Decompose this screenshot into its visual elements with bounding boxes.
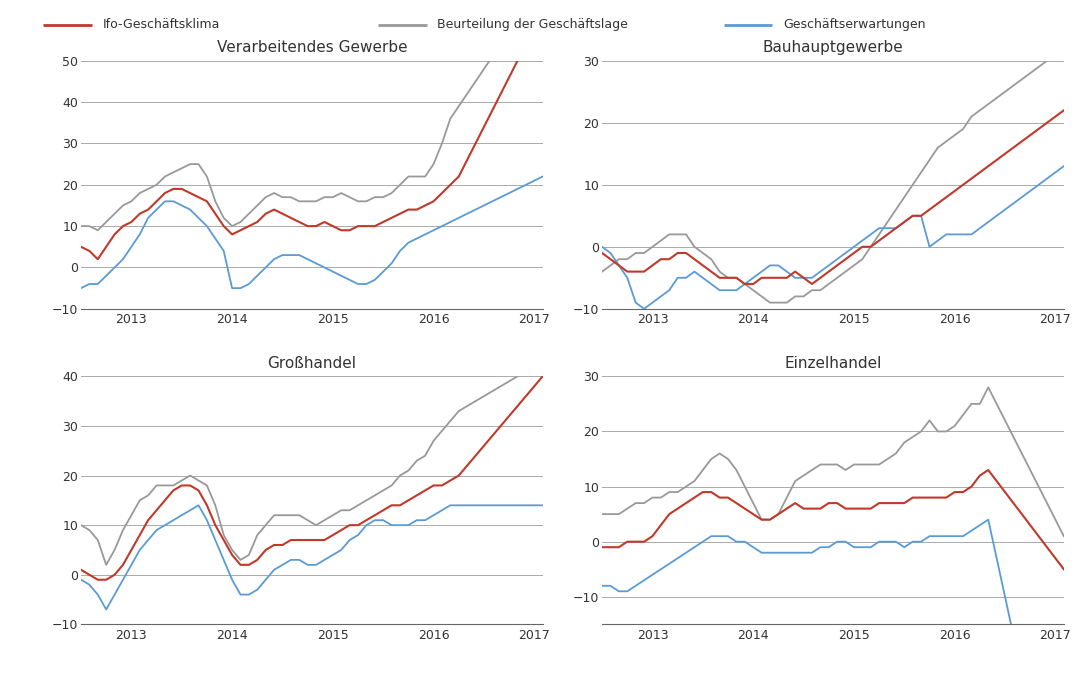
Text: Ifo-Geschäftsklima: Ifo-Geschäftsklima (103, 18, 220, 32)
Text: Geschäftserwartungen: Geschäftserwartungen (783, 18, 926, 32)
Text: Beurteilung der Geschäftslage: Beurteilung der Geschäftslage (437, 18, 629, 32)
Title: Großhandel: Großhandel (268, 356, 356, 371)
Title: Einzelhandel: Einzelhandel (784, 356, 881, 371)
Title: Verarbeitendes Gewerbe: Verarbeitendes Gewerbe (216, 40, 407, 55)
Title: Bauhauptgewerbe: Bauhauptgewerbe (762, 40, 903, 55)
